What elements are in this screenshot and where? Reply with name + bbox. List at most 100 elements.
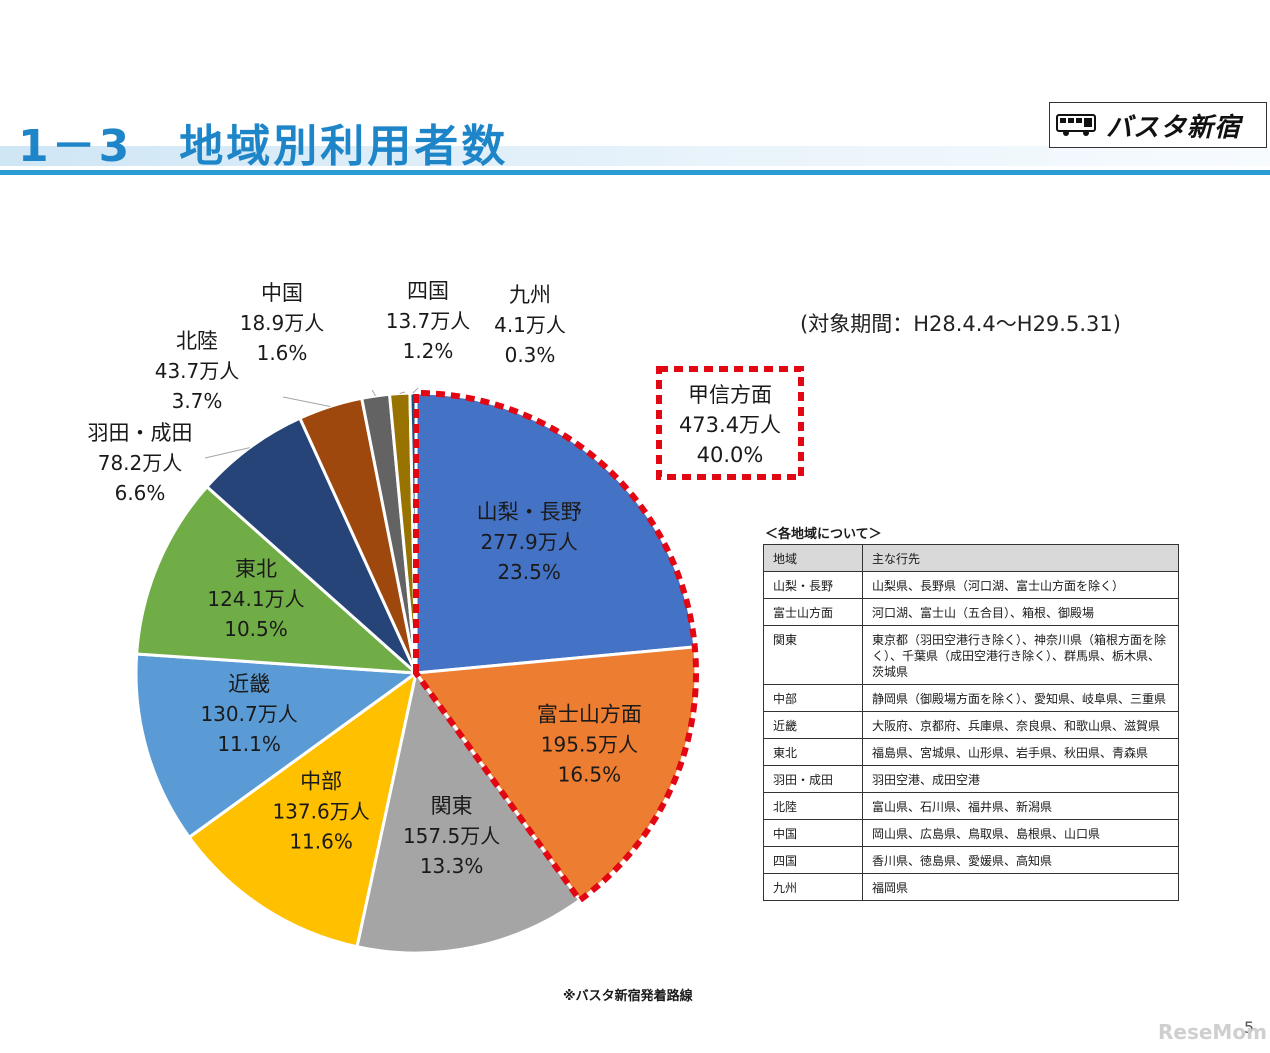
bus-icon <box>1056 114 1096 136</box>
regions-table: 地域 主な行先 山梨・長野 山梨県、長野県（河口湖、富士山方面を除く） 富士山方面河… <box>763 544 1179 901</box>
region-cell: 近畿 <box>763 711 863 739</box>
page-number: 5 <box>1244 1018 1255 1037</box>
region-cell: 北陸 <box>763 792 863 820</box>
region-cell: 関東 <box>763 625 863 685</box>
destinations-cell: 岡山県、広島県、鳥取県、島根県、山口県 <box>862 819 1179 847</box>
region-cell: 四国 <box>763 846 863 874</box>
pie-slices <box>134 391 698 955</box>
slice-label-10-name: 九州 <box>509 283 551 307</box>
destinations-cell: 富山県、石川県、福井県、新潟県 <box>862 792 1179 820</box>
page-title: 1－3 地域別利用者数 <box>18 121 509 172</box>
highlight-value: 473.4万人 <box>679 413 781 437</box>
destinations-cell: 山梨県、長野県（河口湖、富士山方面を除く） <box>862 571 1179 599</box>
leader-line-6 <box>204 447 250 459</box>
slice-label-7-value: 43.7万人 <box>155 359 240 383</box>
leader-line-8 <box>371 389 377 397</box>
region-cell: 羽田・成田 <box>763 765 863 793</box>
slice-label-0-name: 山梨・長野 <box>477 500 582 524</box>
slice-label-5-percent: 10.5% <box>224 617 288 641</box>
destinations-cell: 東京都（羽田空港行き除く）、神奈川県（箱根方面を除く）、千葉県（成田空港行き除く… <box>862 625 1179 685</box>
slice-label-1-value: 195.5万人 <box>541 733 638 757</box>
slice-label-2-percent: 13.3% <box>420 854 484 878</box>
table-row: 富士山方面 河口湖、富士山（五合目）、箱根、御殿場 <box>763 598 1179 626</box>
destinations-cell: 福岡県 <box>862 873 1179 901</box>
slice-label-9-value: 13.7万人 <box>386 309 471 333</box>
leader-line-10 <box>412 387 419 394</box>
slice-label-4-percent: 11.1% <box>217 732 281 756</box>
slice-label-3-value: 137.6万人 <box>272 799 369 823</box>
slice-label-5-name: 東北 <box>235 557 277 581</box>
region-cell: 中部 <box>763 684 863 712</box>
table-row: 北陸 富山県、石川県、福井県、新潟県 <box>763 792 1179 820</box>
slice-labels: 山梨・長野 277.9万人 23.5% 富士山方面 195.5万人 16.5% 関東 157.… <box>88 279 642 878</box>
pie-slice-3 <box>187 669 419 949</box>
slice-label-6-name: 羽田・成田 <box>88 421 193 445</box>
busta-shinjuku-logo: バスタ新宿 <box>1049 102 1267 148</box>
slice-label-7-percent: 3.7% <box>172 389 223 413</box>
title-underline <box>0 170 1270 175</box>
slice-label-9-name: 四国 <box>407 279 449 303</box>
table-row: 九州 福岡県 <box>763 873 1179 901</box>
table-row: 中部 静岡県（御殿場方面を除く）、愛知県、岐阜県、三重県 <box>763 684 1179 712</box>
region-cell: 山梨・長野 <box>763 571 863 599</box>
table-header-row: 地域 主な行先 <box>763 544 1179 572</box>
slice-label-7-name: 北陸 <box>176 329 218 353</box>
slice-label-8-name: 中国 <box>261 281 303 305</box>
logo-text: バスタ新宿 <box>1106 112 1242 143</box>
slice-label-3-name: 中部 <box>300 769 342 793</box>
pie-slice-2 <box>355 669 582 955</box>
region-cell: 東北 <box>763 738 863 766</box>
slice-label-0-value: 277.9万人 <box>480 530 577 554</box>
leader-line-7 <box>282 396 331 407</box>
header-destinations: 主な行先 <box>862 544 1179 572</box>
table-row: 中国 岡山県、広島県、鳥取県、島根県、山口県 <box>763 819 1179 847</box>
slice-label-1-percent: 16.5% <box>558 763 622 787</box>
region-cell: 九州 <box>763 873 863 901</box>
pie-slice-6 <box>204 416 418 675</box>
destinations-cell: 大阪府、京都府、兵庫県、奈良県、和歌山県、滋賀県 <box>862 711 1179 739</box>
highlight-name: 甲信方面 <box>688 383 772 407</box>
region-cell: 富士山方面 <box>763 598 863 626</box>
slice-label-10-percent: 0.3% <box>505 343 556 367</box>
pie-slice-4 <box>134 652 421 840</box>
destinations-cell: 河口湖、富士山（五合目）、箱根、御殿場 <box>862 598 1179 626</box>
footnote: ※バスタ新宿発着路線 <box>563 989 693 1004</box>
slice-label-10-value: 4.1万人 <box>494 313 566 337</box>
title-band <box>0 146 1270 166</box>
watermark: ReseMom <box>1158 1020 1267 1044</box>
slice-label-6-value: 78.2万人 <box>98 451 183 475</box>
slice-label-3-percent: 11.6% <box>289 829 353 853</box>
header-region: 地域 <box>763 544 863 572</box>
destinations-cell: 福島県、宮城県、山形県、岩手県、秋田県、青森県 <box>862 738 1179 766</box>
slice-label-4-name: 近畿 <box>228 672 270 696</box>
highlight-box <box>656 366 804 480</box>
pie-slice-5 <box>135 484 421 675</box>
slice-label-0-percent: 23.5% <box>497 560 561 584</box>
regions-table-caption: ＜各地域について＞ <box>765 527 882 542</box>
table-row: 近畿 大阪府、京都府、兵庫県、奈良県、和歌山県、滋賀県 <box>763 711 1179 739</box>
slice-label-2-name: 関東 <box>431 794 473 818</box>
destinations-cell: 静岡県（御殿場方面を除く）、愛知県、岐阜県、三重県 <box>862 684 1179 712</box>
destinations-cell: 香川県、徳島県、愛媛県、高知県 <box>862 846 1179 874</box>
table-row: 山梨・長野 山梨県、長野県（河口湖、富士山方面を除く） <box>763 571 1179 599</box>
highlight-percent: 40.0% <box>697 443 764 467</box>
table-row: 羽田・成田 羽田空港、成田空港 <box>763 765 1179 793</box>
leader-line-9 <box>399 391 406 394</box>
highlight-outline <box>413 389 699 905</box>
slice-label-1-name: 富士山方面 <box>537 703 642 727</box>
slice-label-9-percent: 1.2% <box>403 339 454 363</box>
table-row: 関東 東京都（羽田空港行き除く）、神奈川県（箱根方面を除く）、千葉県（成田空港行き… <box>763 625 1179 685</box>
slice-label-4-value: 130.7万人 <box>200 702 297 726</box>
slice-label-8-percent: 1.6% <box>257 341 308 365</box>
slice-label-8-value: 18.9万人 <box>240 311 325 335</box>
slice-label-5-value: 124.1万人 <box>207 587 304 611</box>
slice-label-6-percent: 6.6% <box>115 481 166 505</box>
region-cell: 中国 <box>763 819 863 847</box>
period-label: (対象期間：H28.4.4～H29.5.31) <box>800 312 1121 336</box>
table-row: 東北 福島県、宮城県、山形県、岩手県、秋田県、青森県 <box>763 738 1179 766</box>
slice-label-2-value: 157.5万人 <box>403 824 500 848</box>
destinations-cell: 羽田空港、成田空港 <box>862 765 1179 793</box>
leader-lines <box>204 387 419 459</box>
table-row: 四国 香川県、徳島県、愛媛県、高知県 <box>763 846 1179 874</box>
